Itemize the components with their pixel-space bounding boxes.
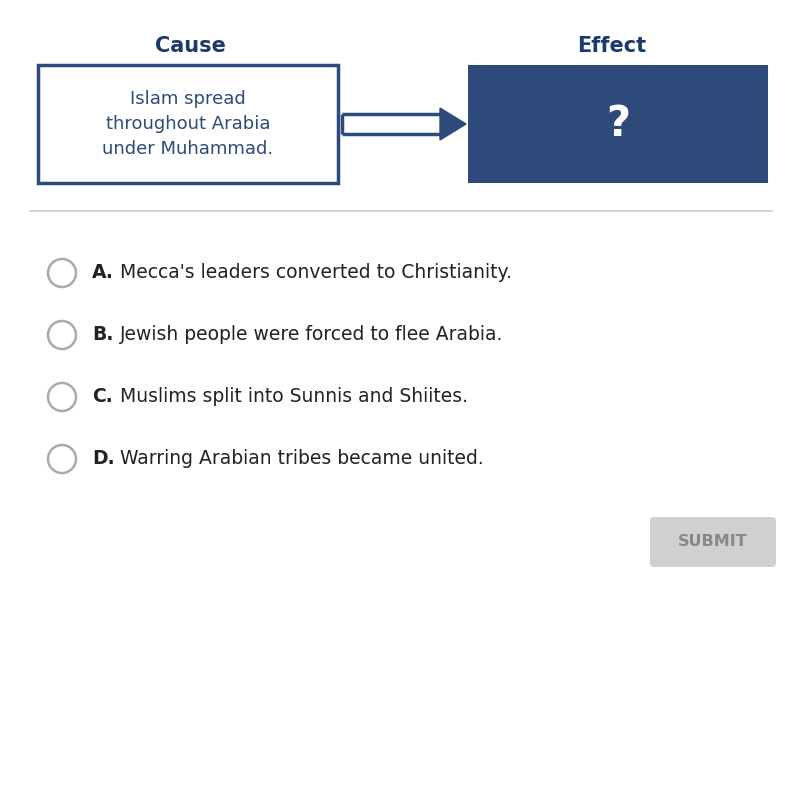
Bar [38, 65, 338, 183]
Text: Muslims split into Sunnis and Shiites.: Muslims split into Sunnis and Shiites. [120, 388, 468, 406]
Text: A.: A. [92, 264, 114, 283]
Circle shape [48, 321, 76, 349]
Bar [468, 65, 768, 183]
Text: B.: B. [92, 325, 114, 344]
Text: Warring Arabian tribes became united.: Warring Arabian tribes became united. [120, 449, 484, 469]
Text: Cause: Cause [154, 36, 226, 56]
Circle shape [48, 445, 76, 473]
Circle shape [48, 383, 76, 411]
Text: D.: D. [92, 449, 114, 469]
Text: C.: C. [92, 388, 113, 406]
Text: ?: ? [606, 103, 630, 145]
Text: Jewish people were forced to flee Arabia.: Jewish people were forced to flee Arabia… [120, 325, 503, 344]
Text: Effect: Effect [578, 36, 646, 56]
Circle shape [48, 259, 76, 287]
Text: Islam spread
throughout Arabia
under Muhammad.: Islam spread throughout Arabia under Muh… [102, 90, 274, 158]
FancyBboxPatch shape [650, 517, 776, 567]
Text: Mecca's leaders converted to Christianity.: Mecca's leaders converted to Christianit… [120, 264, 512, 283]
Polygon shape [440, 108, 466, 140]
Text: SUBMIT: SUBMIT [678, 534, 748, 549]
